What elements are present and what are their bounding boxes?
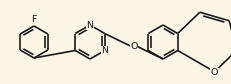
Text: O: O xyxy=(211,68,218,77)
Text: F: F xyxy=(31,15,37,24)
Text: N: N xyxy=(101,46,108,55)
Text: N: N xyxy=(86,20,94,29)
Text: O: O xyxy=(130,42,137,51)
